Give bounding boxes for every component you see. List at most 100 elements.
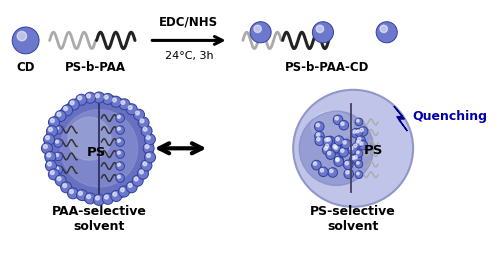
Circle shape bbox=[332, 144, 342, 154]
Circle shape bbox=[299, 111, 374, 186]
Circle shape bbox=[116, 150, 124, 158]
Circle shape bbox=[118, 151, 120, 154]
Circle shape bbox=[376, 22, 398, 43]
Circle shape bbox=[134, 177, 138, 181]
Circle shape bbox=[42, 143, 52, 154]
Circle shape bbox=[55, 111, 66, 121]
Circle shape bbox=[104, 95, 108, 99]
Circle shape bbox=[56, 140, 58, 143]
Circle shape bbox=[112, 98, 116, 102]
Circle shape bbox=[138, 117, 149, 128]
Circle shape bbox=[335, 117, 338, 120]
Circle shape bbox=[324, 147, 328, 150]
Circle shape bbox=[64, 107, 68, 111]
Circle shape bbox=[324, 143, 333, 152]
Circle shape bbox=[316, 123, 320, 127]
Circle shape bbox=[358, 137, 361, 141]
Circle shape bbox=[351, 128, 361, 138]
Circle shape bbox=[126, 104, 138, 115]
Circle shape bbox=[316, 138, 320, 141]
Circle shape bbox=[128, 106, 132, 110]
Circle shape bbox=[116, 114, 124, 122]
Circle shape bbox=[143, 162, 147, 166]
Circle shape bbox=[348, 145, 358, 154]
Circle shape bbox=[138, 168, 148, 179]
Circle shape bbox=[322, 145, 332, 155]
Circle shape bbox=[54, 152, 62, 161]
Circle shape bbox=[116, 138, 124, 146]
Circle shape bbox=[128, 183, 132, 187]
Circle shape bbox=[56, 154, 58, 157]
Circle shape bbox=[141, 160, 152, 171]
Circle shape bbox=[68, 117, 111, 160]
Circle shape bbox=[334, 156, 344, 166]
Circle shape bbox=[57, 112, 61, 116]
Circle shape bbox=[336, 137, 340, 141]
Circle shape bbox=[102, 93, 113, 105]
Circle shape bbox=[119, 99, 130, 110]
Circle shape bbox=[354, 144, 357, 147]
Circle shape bbox=[140, 119, 144, 123]
Circle shape bbox=[113, 192, 116, 196]
Circle shape bbox=[360, 142, 363, 145]
Circle shape bbox=[136, 111, 140, 115]
Circle shape bbox=[341, 139, 350, 149]
Circle shape bbox=[345, 162, 348, 165]
Circle shape bbox=[336, 158, 339, 161]
Circle shape bbox=[314, 122, 324, 131]
Circle shape bbox=[146, 154, 150, 157]
Circle shape bbox=[78, 96, 82, 100]
Circle shape bbox=[344, 160, 353, 169]
Circle shape bbox=[323, 136, 332, 146]
Circle shape bbox=[331, 143, 341, 153]
Circle shape bbox=[356, 130, 359, 133]
Circle shape bbox=[46, 126, 58, 137]
Circle shape bbox=[70, 190, 73, 194]
Circle shape bbox=[350, 155, 359, 164]
Circle shape bbox=[318, 167, 328, 177]
Circle shape bbox=[44, 134, 54, 145]
Circle shape bbox=[326, 144, 328, 148]
Circle shape bbox=[339, 147, 348, 157]
Text: CD: CD bbox=[16, 61, 35, 74]
Circle shape bbox=[84, 193, 96, 204]
Circle shape bbox=[314, 162, 317, 165]
Circle shape bbox=[78, 191, 82, 195]
Circle shape bbox=[356, 136, 366, 145]
Circle shape bbox=[96, 94, 100, 98]
Circle shape bbox=[360, 128, 364, 132]
Circle shape bbox=[380, 25, 388, 32]
Circle shape bbox=[46, 95, 152, 202]
Circle shape bbox=[315, 136, 324, 146]
Circle shape bbox=[118, 186, 130, 197]
Circle shape bbox=[312, 160, 321, 170]
Circle shape bbox=[118, 115, 120, 118]
Circle shape bbox=[327, 138, 330, 141]
Circle shape bbox=[116, 174, 124, 182]
Circle shape bbox=[17, 31, 26, 41]
Circle shape bbox=[60, 110, 138, 187]
Circle shape bbox=[110, 96, 122, 107]
Circle shape bbox=[57, 177, 61, 181]
Circle shape bbox=[111, 190, 122, 201]
Circle shape bbox=[96, 196, 100, 200]
Circle shape bbox=[355, 118, 362, 126]
Circle shape bbox=[84, 92, 96, 103]
Circle shape bbox=[126, 182, 137, 193]
Circle shape bbox=[118, 139, 120, 142]
Circle shape bbox=[146, 136, 150, 139]
Circle shape bbox=[341, 122, 344, 125]
Text: PS-b-PAA-CD: PS-b-PAA-CD bbox=[284, 61, 369, 74]
Circle shape bbox=[330, 169, 333, 173]
Circle shape bbox=[355, 139, 362, 147]
Circle shape bbox=[328, 152, 331, 155]
Circle shape bbox=[104, 195, 108, 199]
Circle shape bbox=[358, 127, 368, 136]
Circle shape bbox=[144, 152, 156, 163]
Circle shape bbox=[118, 127, 120, 130]
Circle shape bbox=[352, 142, 362, 152]
Text: PS-selective
solvent: PS-selective solvent bbox=[310, 205, 396, 233]
Text: PS: PS bbox=[364, 144, 383, 157]
Circle shape bbox=[326, 136, 335, 146]
Circle shape bbox=[316, 133, 320, 136]
